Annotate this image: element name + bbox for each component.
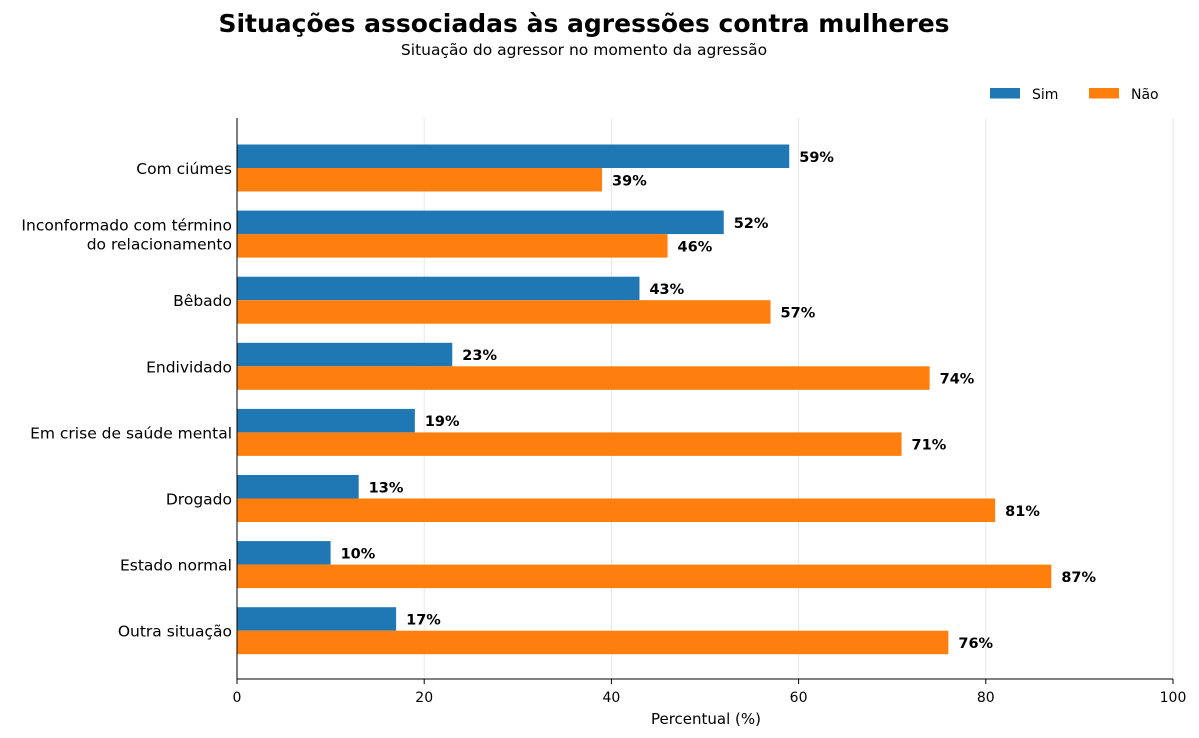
bar-sim: [237, 342, 453, 367]
legend-swatch-sim: [990, 88, 1020, 99]
category-label: Outra situação: [118, 623, 232, 641]
legend-swatch-nao: [1089, 88, 1119, 99]
bar-sim: [237, 541, 331, 565]
bar-nao: [237, 432, 902, 456]
value-label: 46%: [678, 239, 713, 255]
x-tick-label: 80: [977, 690, 995, 706]
category-label: Em crise de saúde mental: [30, 424, 232, 442]
value-label: 57%: [781, 305, 816, 321]
value-label: 39%: [612, 173, 647, 189]
bar-nao: [237, 300, 771, 324]
x-tick-label: 40: [602, 690, 620, 706]
legend-label: Sim: [1032, 87, 1058, 103]
category-label: Estado normal: [120, 557, 232, 575]
x-tick-label: 0: [233, 690, 242, 706]
value-label: 17%: [406, 612, 441, 628]
value-label: 13%: [369, 480, 404, 496]
bar-nao: [237, 366, 930, 390]
bar-nao: [237, 498, 996, 522]
value-label: 76%: [958, 636, 993, 652]
bar-sim: [237, 607, 397, 631]
bar-nao: [237, 564, 1052, 589]
bar-sim: [237, 475, 359, 499]
value-label: 81%: [1005, 504, 1040, 520]
legend: Sim Não: [990, 87, 1159, 103]
category-label: Bêbado: [173, 292, 232, 310]
x-tick-label: 60: [790, 690, 808, 706]
category-label: Com ciúmes: [136, 160, 232, 178]
category-label: Inconformado com término: [21, 217, 232, 235]
bars: [237, 144, 1052, 655]
grid-lines: [423, 118, 1174, 679]
value-label: 23%: [462, 348, 497, 364]
value-label: 19%: [425, 414, 460, 430]
value-label: 71%: [912, 438, 947, 454]
value-label: 87%: [1061, 570, 1096, 586]
x-tick-label: 100: [1160, 690, 1187, 706]
category-label: do relacionamento: [87, 236, 232, 254]
value-label: 59%: [799, 150, 834, 166]
value-label: 52%: [734, 216, 769, 232]
bar-nao: [237, 168, 603, 192]
bar-nao: [237, 234, 668, 258]
bar-sim: [237, 144, 790, 168]
x-tick-label: 20: [415, 690, 433, 706]
bar-nao: [237, 630, 949, 655]
category-label: Endividado: [146, 358, 232, 376]
axes: 0 20 40 60 80 100: [233, 118, 1187, 706]
bar-sim: [237, 210, 724, 235]
value-label: 10%: [341, 546, 376, 562]
x-axis-title: Percentual (%): [651, 710, 761, 728]
category-label: Drogado: [166, 491, 232, 509]
chart-subtitle: Situação do agressor no momento da agres…: [401, 41, 767, 59]
value-label: 74%: [940, 372, 975, 388]
bar-sim: [237, 408, 415, 433]
bar-sim: [237, 276, 640, 301]
labels: 59% 39% Com ciúmes 52% 46% Inconformado com t…: [21, 150, 1096, 652]
legend-label: Não: [1131, 87, 1159, 103]
chart-title: Situações associadas às agressões contra…: [218, 9, 949, 38]
value-label: 43%: [649, 282, 684, 298]
